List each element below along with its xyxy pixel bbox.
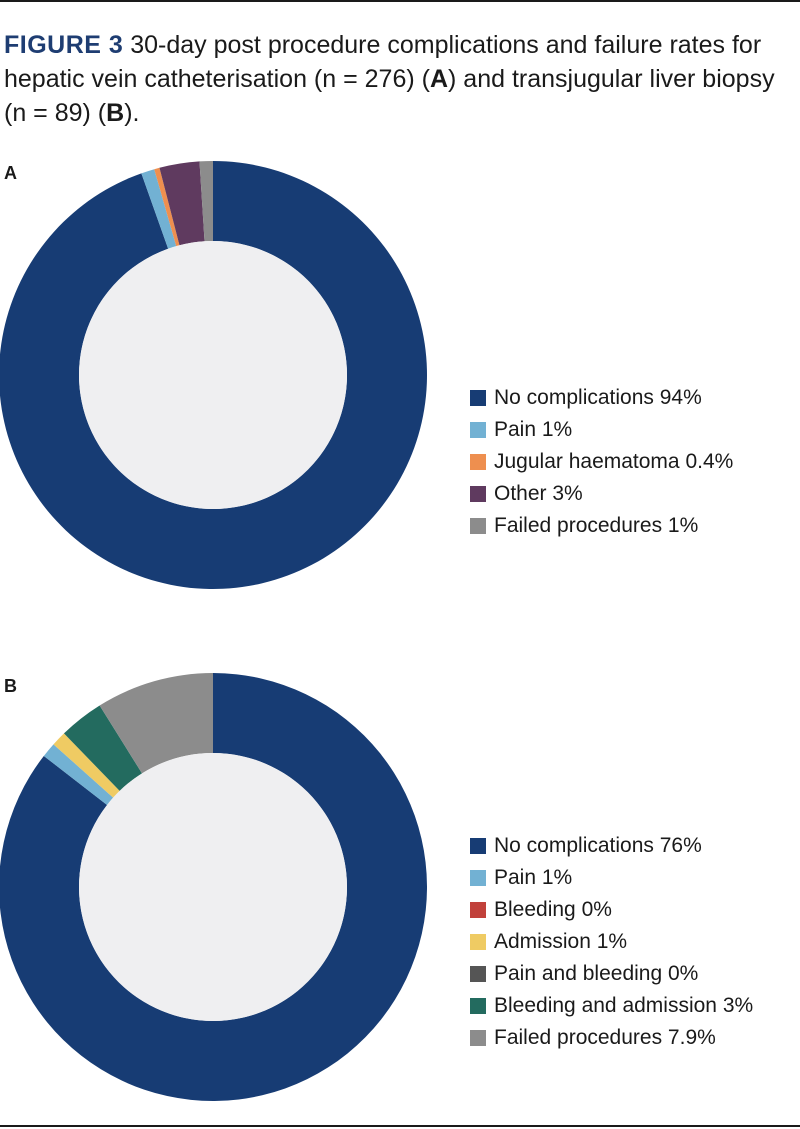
- legend-swatch: [470, 1030, 486, 1046]
- caption-text-3: ).: [124, 99, 140, 127]
- slice-other-3: [159, 161, 205, 246]
- donut-chart-b: [0, 673, 427, 1101]
- slice-no-complications-76: [0, 673, 427, 1101]
- legend-label: Pain 1%: [494, 418, 573, 441]
- legend-swatch: [470, 454, 486, 470]
- legend-item-no-complications-76: No complications 76%: [470, 830, 753, 862]
- legend-swatch: [470, 838, 486, 854]
- slice-bleeding-and-admission-3: [63, 705, 143, 791]
- legend-label: Jugular haematoma 0.4%: [494, 450, 734, 473]
- legend-swatch: [470, 902, 486, 918]
- slice-pain-1: [43, 744, 114, 805]
- legend-item-bleeding-0: Bleeding 0%: [470, 894, 753, 926]
- legend-label: Bleeding 0%: [494, 898, 612, 921]
- bottom-rule: [0, 1125, 800, 1127]
- legend-label: Admission 1%: [494, 930, 628, 953]
- legend-item-jugular-haematoma-0-4: Jugular haematoma 0.4%: [470, 446, 733, 478]
- caption-panel-b-ref: B: [106, 99, 125, 127]
- legend-item-failed-procedures-7-9: Failed procedures 7.9%: [470, 1022, 753, 1054]
- legend-swatch: [470, 518, 486, 534]
- panel-b-label: B: [4, 676, 17, 696]
- slice-no-complications-94: [0, 161, 427, 589]
- donut-hole: [79, 241, 347, 509]
- legend-swatch: [470, 966, 486, 982]
- donut-chart-a: [0, 161, 427, 589]
- figure-label: FIGURE 3: [4, 31, 124, 59]
- legend-label: Other 3%: [494, 482, 583, 505]
- legend-item-failed-procedures-1: Failed procedures 1%: [470, 510, 733, 542]
- legend-b: No complications 76% Pain 1% Bleeding 0% Ad…: [470, 830, 753, 1054]
- legend-swatch: [470, 486, 486, 502]
- slice-failed-procedures-7-9: [99, 673, 213, 774]
- legend-label: Bleeding and admission 3%: [494, 994, 754, 1017]
- legend-item-admission-1: Admission 1%: [470, 926, 753, 958]
- figure-caption: FIGURE 3 30-day post procedure complicat…: [4, 28, 794, 130]
- slice-failed-procedures-1: [199, 161, 213, 242]
- slice-jugular-haematoma-0-4: [154, 167, 180, 247]
- slice-pain-1: [141, 169, 177, 249]
- legend-swatch: [470, 934, 486, 950]
- legend-swatch: [470, 870, 486, 886]
- legend-label: No complications 76%: [494, 834, 702, 857]
- legend-swatch: [470, 390, 486, 406]
- legend-a: No complications 94% Pain 1% Jugular haema…: [470, 382, 733, 542]
- legend-label: Failed procedures 1%: [494, 514, 699, 537]
- legend-swatch: [470, 998, 486, 1014]
- caption-text-1: 30-day post procedure complications and …: [4, 31, 762, 93]
- slice-admission-1: [53, 733, 120, 798]
- legend-item-bleeding-and-admission-3: Bleeding and admission 3%: [470, 990, 753, 1022]
- legend-label: Pain and bleeding 0%: [494, 962, 699, 985]
- legend-item-no-complications-94: No complications 94%: [470, 382, 733, 414]
- legend-item-pain-1: Pain 1%: [470, 414, 733, 446]
- legend-item-pain-and-bleeding-0: Pain and bleeding 0%: [470, 958, 753, 990]
- caption-text-2: ) and transjugular liver biopsy (n = 89)…: [4, 65, 775, 127]
- panel-a-label: A: [4, 163, 17, 183]
- legend-swatch: [470, 422, 486, 438]
- legend-label: Failed procedures 7.9%: [494, 1026, 716, 1049]
- legend-label: Pain 1%: [494, 866, 573, 889]
- donut-hole: [79, 753, 347, 1021]
- legend-label: No complications 94%: [494, 386, 702, 409]
- legend-item-pain-1: Pain 1%: [470, 862, 753, 894]
- caption-panel-a-ref: A: [429, 65, 449, 93]
- top-rule: [0, 0, 800, 2]
- legend-item-other-3: Other 3%: [470, 478, 733, 510]
